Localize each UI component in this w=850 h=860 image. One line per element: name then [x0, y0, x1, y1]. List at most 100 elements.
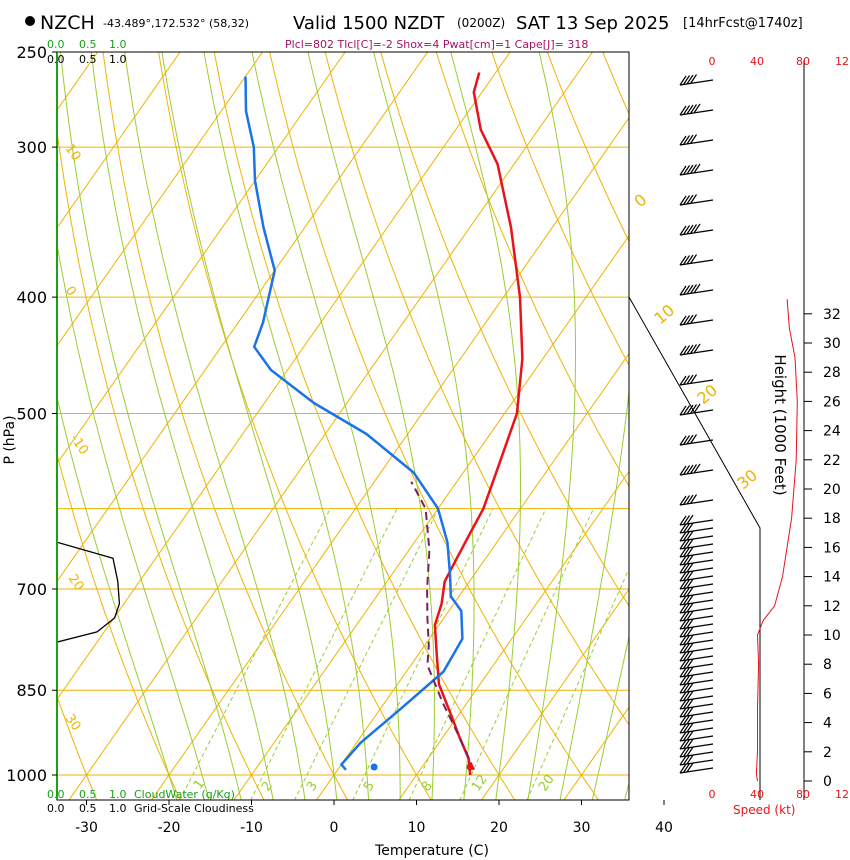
parcel-path-line — [410, 481, 475, 771]
isotherm-line — [57, 52, 429, 583]
isotherm-line — [57, 52, 511, 701]
wind-barb-icon — [679, 642, 714, 654]
moist-adiabat-line — [203, 52, 369, 800]
isotherm-line — [57, 52, 264, 347]
wind-barb-icon — [679, 666, 714, 678]
dry-adiabat-line — [380, 52, 629, 607]
cloudiness-bottom-tick: 0.0 — [47, 802, 65, 815]
station-dot-icon — [25, 16, 35, 26]
height-tick-label: 0 — [823, 774, 832, 790]
wind-barb-icon — [679, 546, 714, 558]
cloudwater-bottom-tick: 0.0 — [47, 788, 65, 801]
wind-barb-icon — [679, 163, 714, 176]
height-tick-label: 20 — [823, 482, 841, 498]
wind-barb-icon — [679, 746, 714, 758]
speed-top-tick: 40 — [750, 55, 764, 68]
mixing-ratio-line — [179, 508, 331, 800]
wind-barb-icon — [679, 618, 714, 630]
mixing-ratio-line — [526, 567, 629, 800]
wind-barb-icon — [679, 570, 714, 582]
isotherm-line — [68, 52, 594, 800]
zulu-time: (0200Z) — [457, 16, 505, 30]
dry-adiabat-line — [602, 52, 629, 116]
moist-adiabat-line — [450, 52, 521, 800]
height-tick-label: 14 — [823, 570, 841, 586]
wind-barb-icon — [679, 463, 714, 476]
wind-barb-icon — [679, 254, 714, 266]
speed-axis-title: Speed (kt) — [733, 803, 795, 817]
y-tick-label: 250 — [16, 43, 47, 62]
dry-adiabat-line — [649, 31, 850, 801]
moist-adiabat-line — [527, 52, 576, 800]
x-tick-label: -10 — [240, 820, 263, 836]
wind-barb-icon — [679, 738, 714, 750]
moist-adiabat-line — [161, 52, 338, 800]
speed-top-tick: 0 — [709, 55, 716, 68]
surface-temperature-marker — [466, 763, 474, 771]
height-axis-title: Height (1000 Feet) — [771, 354, 789, 495]
y-axis-title: P (hPa) — [2, 415, 18, 464]
wind-panel-border — [628, 296, 761, 800]
wind-barb-icon — [679, 754, 714, 766]
y-tick-label: 850 — [16, 681, 47, 700]
height-tick-label: 8 — [823, 657, 832, 673]
wind-barb-icon — [679, 658, 714, 670]
cloudiness-profile — [57, 541, 121, 643]
mixing-ratio-line — [294, 508, 439, 800]
wind-barb-icon — [679, 514, 714, 526]
wind-barb-icon — [679, 762, 714, 774]
moist-adiabat-line — [373, 52, 475, 800]
station-id: NZCH — [40, 12, 95, 34]
plot-area — [57, 52, 629, 800]
wind-barb-icon — [679, 530, 714, 542]
cloudiness-bottom-tick: 0.5 — [79, 802, 97, 815]
wind-barb-icon — [679, 494, 714, 506]
speed-bottom-tick: 80 — [796, 788, 810, 801]
height-tick-label: 30 — [823, 336, 841, 352]
dry-adiabat-line — [57, 694, 98, 800]
isotherm-line — [480, 588, 629, 800]
wind-barb-icon — [679, 283, 714, 296]
wind-barb-icon — [679, 650, 714, 662]
y-tick-label: 300 — [16, 138, 47, 157]
moist-adiabat-line — [591, 634, 629, 800]
moist-adiabat-line — [90, 52, 274, 800]
wind-barb-icon — [679, 314, 714, 326]
cloudiness-top-tick: 0.0 — [47, 53, 65, 66]
wind-barb-icon — [679, 586, 714, 598]
wind-barb-icon — [679, 538, 714, 550]
wind-barb-icon — [679, 730, 714, 742]
wind-barb-icon — [679, 562, 714, 574]
x-tick-label: -20 — [158, 820, 181, 836]
cloudwater-bottom-tick: 0.5 — [79, 788, 97, 801]
cloudwater-top-tick: 0.5 — [79, 38, 97, 51]
speed-bottom-tick: 40 — [750, 788, 764, 801]
dry-adiabat-label: 20 — [693, 380, 721, 408]
surface-dewpoint-marker — [370, 763, 378, 771]
wind-barb-icon — [679, 706, 714, 718]
height-tick-label: 6 — [823, 686, 832, 702]
valid-time: Valid 1500 NZDT — [293, 13, 445, 34]
speed-bottom-tick: 12 — [835, 788, 849, 801]
wind-barb-icon — [679, 522, 714, 534]
isotherm-line — [57, 52, 346, 465]
height-tick-label: 26 — [823, 394, 841, 410]
height-tick-label: 12 — [823, 599, 841, 615]
temperature-line — [433, 72, 524, 776]
isotherm-line — [57, 52, 181, 229]
cloudiness-scale-label: Grid-Scale Cloudiness — [134, 802, 254, 815]
dry-adiabat-label: 0 — [630, 190, 650, 211]
isotherm-line — [315, 352, 629, 800]
x-tick-label: -30 — [75, 820, 98, 836]
wind-barb-icon — [679, 610, 714, 622]
height-tick-label: 2 — [823, 745, 832, 761]
isotherm-line — [233, 234, 629, 800]
wind-barb-icon — [679, 698, 714, 710]
x-tick-label: 10 — [408, 820, 426, 836]
speed-bottom-tick: 0 — [709, 788, 716, 801]
height-tick-label: 28 — [823, 365, 841, 381]
dry-adiabat-line — [814, 31, 850, 801]
isotherm-line — [150, 116, 629, 800]
wind-barb-icon — [679, 374, 714, 386]
dry-adiabat-label: 10 — [650, 300, 678, 328]
